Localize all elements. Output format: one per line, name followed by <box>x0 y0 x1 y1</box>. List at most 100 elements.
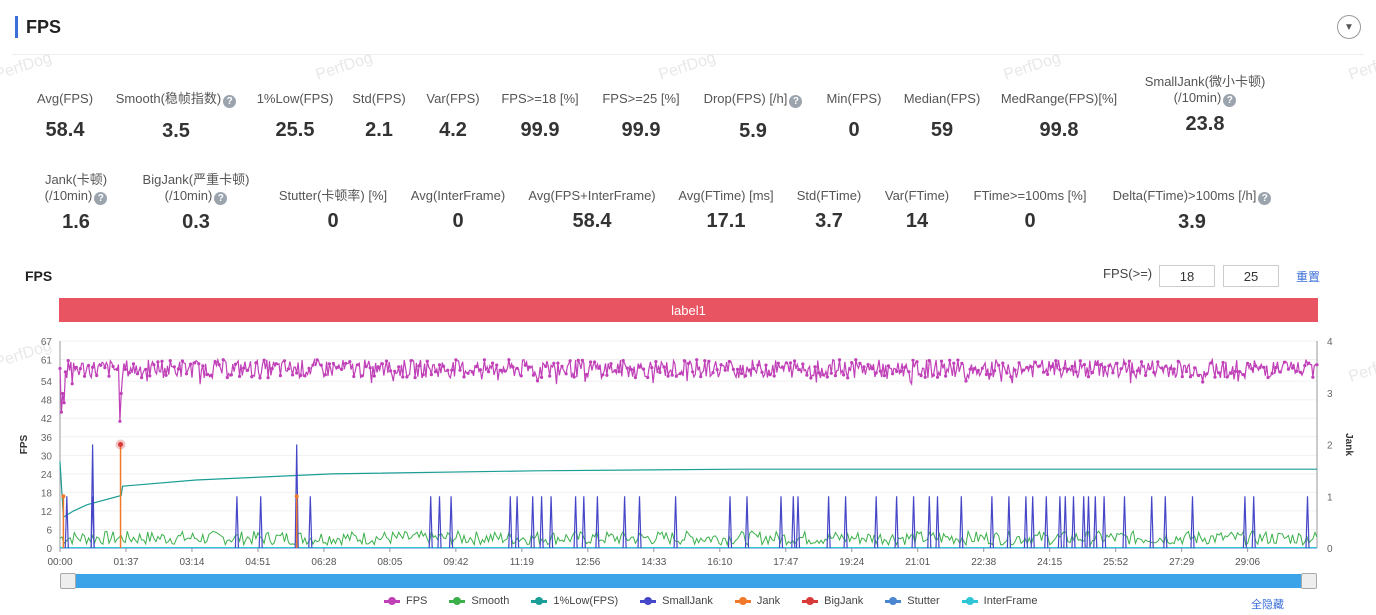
help-icon[interactable]: ? <box>214 192 228 205</box>
fps-point <box>303 374 307 378</box>
fps-point <box>813 365 817 369</box>
y-tick-label: 42 <box>41 414 53 425</box>
y-tick-label: 48 <box>41 396 53 407</box>
fps-point <box>597 366 601 370</box>
fps-point <box>221 358 225 362</box>
fps-point <box>389 369 393 373</box>
fps-point <box>1225 375 1229 379</box>
fps-point <box>874 371 878 375</box>
fps-point <box>609 362 613 366</box>
fps-threshold-input-2[interactable] <box>1223 265 1279 287</box>
smalljank-spike <box>234 496 239 549</box>
legend-dot <box>644 596 653 605</box>
fps-point <box>286 367 291 371</box>
help-icon[interactable]: ? <box>1258 192 1272 205</box>
fps-point <box>1046 372 1050 376</box>
metric-value: 99.9 <box>520 119 560 141</box>
fps-threshold-input-1[interactable] <box>1159 265 1215 287</box>
metric-drop-fps: Drop(FPS) [/h]? 5.9 <box>697 91 809 143</box>
fps-point <box>495 363 499 367</box>
legend-label: InterFrame <box>983 595 1038 607</box>
fps-point <box>401 375 405 379</box>
fps-point <box>580 358 585 362</box>
metric-fps-ge-18: FPS>=18 [%] 99.9 <box>494 91 586 142</box>
fps-point <box>1266 375 1270 380</box>
legend-item[interactable]: InterFrame <box>961 595 1038 607</box>
x-tick-label: 16:10 <box>707 557 732 568</box>
metric-value: 58.4 <box>45 119 85 141</box>
fps-point <box>1074 370 1078 374</box>
help-icon[interactable]: ? <box>94 192 108 205</box>
x-tick-label: 00:00 <box>47 557 72 568</box>
legend-item[interactable]: Smooth <box>449 595 509 607</box>
y-tick-label: 61 <box>41 356 53 367</box>
metric-label: Avg(InterFrame) <box>410 188 506 203</box>
fps-point <box>376 365 380 369</box>
metric-fps-ge-25: FPS>=25 [%] 99.9 <box>595 91 687 142</box>
metric-value: 99.8 <box>1039 119 1079 141</box>
smalljank-spike <box>1006 496 1011 549</box>
metric-value: 59 <box>930 119 954 141</box>
fps-point <box>360 374 364 378</box>
metric-value: 3.9 <box>1178 211 1206 233</box>
metric-jank: Jank(卡顿) (/10min)? 1.6 <box>25 172 127 234</box>
fps-point <box>1090 370 1095 375</box>
reset-button[interactable]: 重置 <box>1296 270 1321 284</box>
fps-point <box>715 368 719 372</box>
x-tick-label: 14:33 <box>641 557 666 568</box>
help-icon[interactable]: ? <box>1223 94 1237 107</box>
fps-point <box>1258 366 1262 370</box>
collapse-button[interactable]: ▼ <box>1337 15 1361 39</box>
metric-min-fps: Min(FPS) 0 <box>819 91 889 142</box>
metric-label: BigJank(严重卡顿) <box>142 172 250 187</box>
fps-point <box>1017 361 1021 365</box>
metric-value: 3.7 <box>815 210 843 232</box>
metric-value: 3.5 <box>162 120 190 142</box>
fps-point <box>499 368 503 372</box>
legend-swatch <box>961 596 978 605</box>
segment-label-bar[interactable]: label1 <box>59 298 1318 322</box>
metric-label: Std(FTime) <box>796 188 862 203</box>
fps-point <box>1119 367 1123 371</box>
help-icon[interactable]: ? <box>789 95 803 108</box>
fps-point <box>1029 365 1033 369</box>
fps-point <box>797 368 801 372</box>
legend-swatch <box>531 596 548 605</box>
chart-legend: FPS Smooth 1%Low(FPS) SmallJank Jank BigJank S… <box>384 595 1059 607</box>
smalljank-spike <box>874 496 879 549</box>
fps-point <box>1237 370 1242 374</box>
fps-point <box>544 364 548 368</box>
fps-point <box>817 371 821 375</box>
range-slider-handle-left[interactable] <box>60 573 76 589</box>
fps-point <box>380 362 384 366</box>
hide-all-button[interactable]: 全隐藏 <box>1251 599 1284 611</box>
smalljank-spike <box>744 496 750 549</box>
legend-dot <box>738 596 747 605</box>
legend-item[interactable]: Stutter <box>885 595 940 607</box>
legend-item[interactable]: BigJank <box>802 595 863 607</box>
legend-item[interactable]: 1%Low(FPS) <box>531 595 618 607</box>
legend-dot <box>889 596 898 605</box>
page-title: FPS <box>26 16 62 37</box>
fps-point <box>654 360 658 364</box>
metric-label: FTime>=100ms [%] <box>973 188 1087 203</box>
legend-swatch <box>885 596 902 605</box>
range-slider-track[interactable] <box>60 574 1317 588</box>
smalljank-spike <box>959 496 964 549</box>
y2-axis-label: Jank <box>1343 433 1354 456</box>
smalljank-spike <box>1305 496 1310 549</box>
fps-point <box>601 373 605 377</box>
fps-point <box>846 376 850 380</box>
help-icon[interactable]: ? <box>223 95 237 108</box>
y-tick-label: 0 <box>46 544 52 555</box>
fps-point <box>63 370 67 374</box>
smalljank-spike <box>826 496 831 549</box>
legend-item[interactable]: Jank <box>734 595 780 607</box>
fps-point <box>397 365 401 369</box>
fps-point <box>1013 368 1017 372</box>
legend-dot <box>806 596 815 605</box>
legend-item[interactable]: SmallJank <box>640 595 713 607</box>
legend-item[interactable]: FPS <box>384 595 427 607</box>
range-slider-handle-right[interactable] <box>1301 573 1317 589</box>
